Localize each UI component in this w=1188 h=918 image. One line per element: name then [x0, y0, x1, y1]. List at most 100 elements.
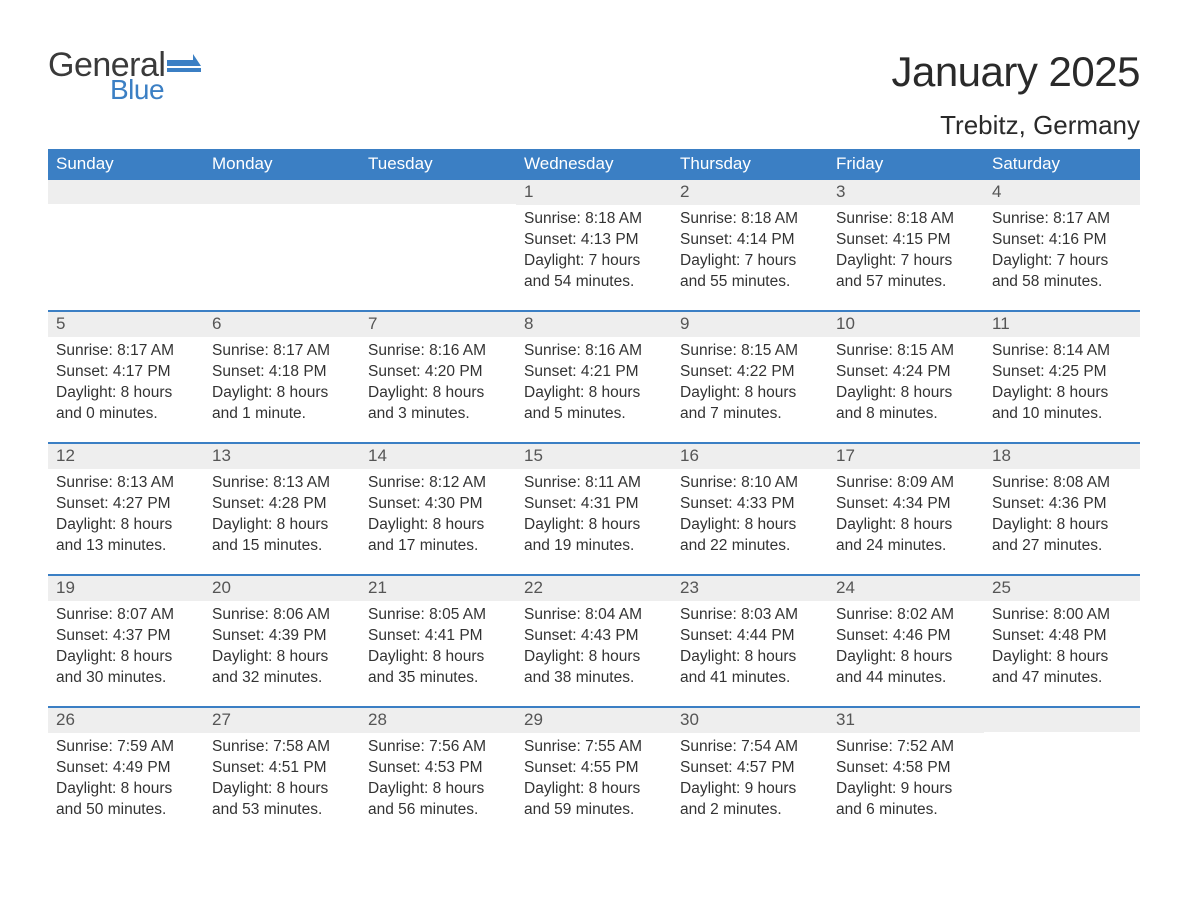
daylight-line1: Daylight: 8 hours: [836, 647, 976, 668]
day-cell: 8Sunrise: 8:16 AMSunset: 4:21 PMDaylight…: [516, 312, 672, 430]
daylight-line1: Daylight: 8 hours: [212, 515, 352, 536]
day-content: Sunrise: 8:13 AMSunset: 4:27 PMDaylight:…: [48, 469, 204, 559]
day-cell: 20Sunrise: 8:06 AMSunset: 4:39 PMDayligh…: [204, 576, 360, 694]
sunrise-text: Sunrise: 8:05 AM: [368, 605, 508, 626]
daylight-line2: and 1 minute.: [212, 404, 352, 425]
day-content: Sunrise: 8:18 AMSunset: 4:13 PMDaylight:…: [516, 205, 672, 295]
day-content: Sunrise: 7:54 AMSunset: 4:57 PMDaylight:…: [672, 733, 828, 823]
week-row: 5Sunrise: 8:17 AMSunset: 4:17 PMDaylight…: [48, 310, 1140, 430]
sunset-text: Sunset: 4:31 PM: [524, 494, 664, 515]
day-cell: 21Sunrise: 8:05 AMSunset: 4:41 PMDayligh…: [360, 576, 516, 694]
day-cell: [360, 180, 516, 298]
sunset-text: Sunset: 4:36 PM: [992, 494, 1132, 515]
day-number: 22: [516, 576, 672, 601]
day-content: Sunrise: 7:56 AMSunset: 4:53 PMDaylight:…: [360, 733, 516, 823]
day-cell: 30Sunrise: 7:54 AMSunset: 4:57 PMDayligh…: [672, 708, 828, 826]
sunset-text: Sunset: 4:24 PM: [836, 362, 976, 383]
day-number: 4: [984, 180, 1140, 205]
sunrise-text: Sunrise: 8:15 AM: [836, 341, 976, 362]
day-cell: 11Sunrise: 8:14 AMSunset: 4:25 PMDayligh…: [984, 312, 1140, 430]
day-cell: [984, 708, 1140, 826]
sunrise-text: Sunrise: 7:58 AM: [212, 737, 352, 758]
day-number: 6: [204, 312, 360, 337]
day-number: 3: [828, 180, 984, 205]
sunrise-text: Sunrise: 8:04 AM: [524, 605, 664, 626]
daylight-line1: Daylight: 8 hours: [836, 383, 976, 404]
day-content: Sunrise: 8:17 AMSunset: 4:17 PMDaylight:…: [48, 337, 204, 427]
daylight-line1: Daylight: 9 hours: [836, 779, 976, 800]
weekday-header: Monday: [204, 149, 360, 180]
day-content: Sunrise: 8:04 AMSunset: 4:43 PMDaylight:…: [516, 601, 672, 691]
logo-line2: Blue: [110, 76, 165, 104]
daylight-line2: and 8 minutes.: [836, 404, 976, 425]
daylight-line2: and 54 minutes.: [524, 272, 664, 293]
day-number: 29: [516, 708, 672, 733]
logo-text: General Blue: [48, 48, 165, 104]
daylight-line2: and 19 minutes.: [524, 536, 664, 557]
daylight-line2: and 30 minutes.: [56, 668, 196, 689]
sunset-text: Sunset: 4:34 PM: [836, 494, 976, 515]
daylight-line1: Daylight: 8 hours: [992, 383, 1132, 404]
daylight-line1: Daylight: 7 hours: [992, 251, 1132, 272]
day-cell: 31Sunrise: 7:52 AMSunset: 4:58 PMDayligh…: [828, 708, 984, 826]
day-content: Sunrise: 8:16 AMSunset: 4:20 PMDaylight:…: [360, 337, 516, 427]
sunrise-text: Sunrise: 8:18 AM: [524, 209, 664, 230]
day-cell: 25Sunrise: 8:00 AMSunset: 4:48 PMDayligh…: [984, 576, 1140, 694]
daylight-line1: Daylight: 8 hours: [56, 383, 196, 404]
sunrise-text: Sunrise: 8:16 AM: [368, 341, 508, 362]
day-number: 11: [984, 312, 1140, 337]
sunset-text: Sunset: 4:48 PM: [992, 626, 1132, 647]
day-number: 15: [516, 444, 672, 469]
day-cell: 24Sunrise: 8:02 AMSunset: 4:46 PMDayligh…: [828, 576, 984, 694]
daylight-line1: Daylight: 8 hours: [56, 647, 196, 668]
sunrise-text: Sunrise: 8:18 AM: [836, 209, 976, 230]
daylight-line1: Daylight: 8 hours: [212, 383, 352, 404]
sunset-text: Sunset: 4:39 PM: [212, 626, 352, 647]
sunset-text: Sunset: 4:27 PM: [56, 494, 196, 515]
day-number: 13: [204, 444, 360, 469]
sunset-text: Sunset: 4:57 PM: [680, 758, 820, 779]
day-content: Sunrise: 8:18 AMSunset: 4:15 PMDaylight:…: [828, 205, 984, 295]
daylight-line1: Daylight: 8 hours: [368, 647, 508, 668]
day-number: 18: [984, 444, 1140, 469]
day-content: Sunrise: 8:15 AMSunset: 4:24 PMDaylight:…: [828, 337, 984, 427]
daylight-line2: and 56 minutes.: [368, 800, 508, 821]
daylight-line2: and 10 minutes.: [992, 404, 1132, 425]
title-block: January 2025 Trebitz, Germany: [891, 48, 1140, 141]
daylight-line1: Daylight: 8 hours: [992, 515, 1132, 536]
daylight-line2: and 27 minutes.: [992, 536, 1132, 557]
logo: General Blue: [48, 48, 201, 104]
sunrise-text: Sunrise: 8:16 AM: [524, 341, 664, 362]
day-cell: 5Sunrise: 8:17 AMSunset: 4:17 PMDaylight…: [48, 312, 204, 430]
day-content: Sunrise: 8:13 AMSunset: 4:28 PMDaylight:…: [204, 469, 360, 559]
daylight-line1: Daylight: 8 hours: [836, 515, 976, 536]
daylight-line2: and 6 minutes.: [836, 800, 976, 821]
daylight-line1: Daylight: 8 hours: [212, 647, 352, 668]
day-cell: 1Sunrise: 8:18 AMSunset: 4:13 PMDaylight…: [516, 180, 672, 298]
sunrise-text: Sunrise: 8:11 AM: [524, 473, 664, 494]
day-cell: [48, 180, 204, 298]
day-content: Sunrise: 8:17 AMSunset: 4:16 PMDaylight:…: [984, 205, 1140, 295]
day-number: 1: [516, 180, 672, 205]
weekday-header: Saturday: [984, 149, 1140, 180]
sunrise-text: Sunrise: 7:59 AM: [56, 737, 196, 758]
daylight-line1: Daylight: 8 hours: [680, 515, 820, 536]
day-cell: 12Sunrise: 8:13 AMSunset: 4:27 PMDayligh…: [48, 444, 204, 562]
sunrise-text: Sunrise: 8:15 AM: [680, 341, 820, 362]
day-content: Sunrise: 8:17 AMSunset: 4:18 PMDaylight:…: [204, 337, 360, 427]
sunset-text: Sunset: 4:14 PM: [680, 230, 820, 251]
weekday-header-row: SundayMondayTuesdayWednesdayThursdayFrid…: [48, 149, 1140, 180]
day-content: Sunrise: 8:10 AMSunset: 4:33 PMDaylight:…: [672, 469, 828, 559]
day-content: Sunrise: 8:06 AMSunset: 4:39 PMDaylight:…: [204, 601, 360, 691]
day-content: Sunrise: 8:05 AMSunset: 4:41 PMDaylight:…: [360, 601, 516, 691]
sunrise-text: Sunrise: 8:03 AM: [680, 605, 820, 626]
day-cell: 26Sunrise: 7:59 AMSunset: 4:49 PMDayligh…: [48, 708, 204, 826]
daylight-line1: Daylight: 8 hours: [56, 515, 196, 536]
day-number: 12: [48, 444, 204, 469]
day-cell: 17Sunrise: 8:09 AMSunset: 4:34 PMDayligh…: [828, 444, 984, 562]
daylight-line2: and 0 minutes.: [56, 404, 196, 425]
sunset-text: Sunset: 4:22 PM: [680, 362, 820, 383]
day-content: Sunrise: 8:08 AMSunset: 4:36 PMDaylight:…: [984, 469, 1140, 559]
daylight-line2: and 50 minutes.: [56, 800, 196, 821]
page-title: January 2025: [891, 48, 1140, 96]
